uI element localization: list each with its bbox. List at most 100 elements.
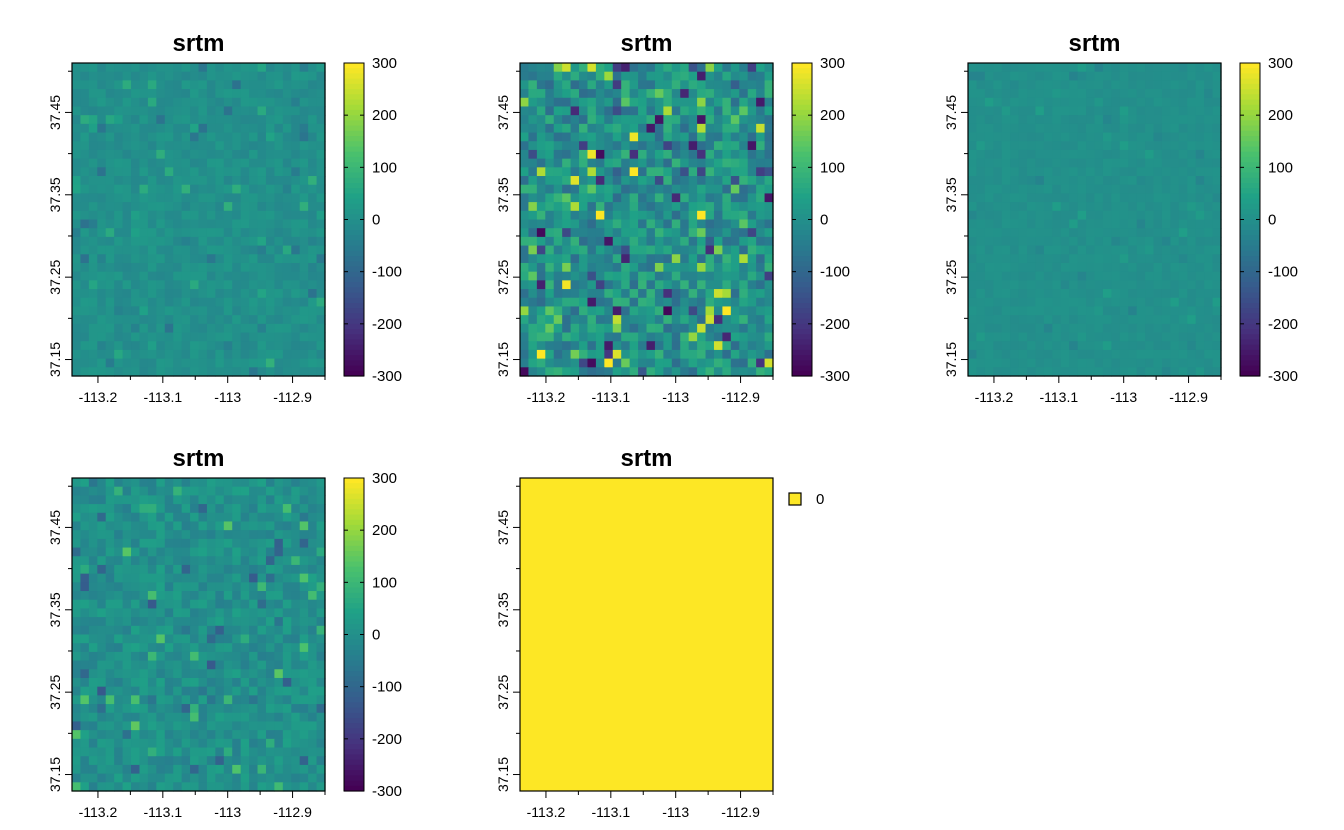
raster-cell (274, 367, 284, 377)
raster-cell (257, 262, 267, 273)
raster-cell (308, 271, 318, 281)
raster-cell (190, 271, 200, 281)
raster-cell (198, 669, 208, 679)
raster-cell (536, 115, 546, 125)
raster-cell (730, 349, 740, 360)
raster-cell (1195, 349, 1205, 360)
raster-cell (570, 106, 580, 116)
raster-cell (1043, 149, 1053, 160)
raster-cell (282, 349, 292, 360)
raster-cell (1128, 158, 1138, 168)
raster-cell (72, 315, 82, 325)
raster-cell (299, 660, 309, 670)
raster-cell (1187, 176, 1197, 186)
raster-cell (316, 599, 326, 610)
raster-cell (756, 245, 766, 255)
raster-cell (587, 106, 597, 116)
raster-cell (282, 530, 292, 540)
raster-cell (1027, 71, 1037, 81)
raster-cell (968, 262, 978, 273)
raster-cell (232, 556, 242, 566)
raster-cell (1187, 167, 1197, 177)
raster-cell (282, 773, 292, 783)
raster-cell (299, 228, 309, 238)
raster-cell (190, 495, 200, 505)
raster-cell (1212, 367, 1222, 377)
raster-cell (198, 167, 208, 177)
colorbar-gradient (344, 566, 364, 573)
raster-cell (223, 530, 233, 540)
raster-cell (1035, 106, 1045, 116)
raster-cell (638, 106, 648, 116)
raster-cell (621, 219, 631, 229)
raster-cell (80, 756, 90, 766)
raster-cell (1136, 123, 1146, 134)
raster-cell (1094, 193, 1104, 203)
raster-cell (114, 695, 124, 705)
raster-cell (629, 358, 639, 368)
raster-cell (97, 193, 107, 203)
raster-cell (291, 530, 301, 540)
colorbar-gradient (792, 109, 812, 116)
raster-cell (122, 591, 132, 601)
raster-cell (240, 358, 250, 368)
raster-cell (215, 80, 225, 90)
colorbar-gradient (1240, 229, 1260, 236)
raster-cell (697, 341, 707, 351)
raster-cell (257, 573, 267, 583)
raster-cell (80, 617, 90, 627)
raster-cell (173, 254, 183, 264)
raster-cell (139, 704, 149, 714)
raster-cell (122, 677, 132, 688)
raster-cell (722, 63, 732, 73)
raster-cell (528, 228, 538, 238)
raster-cell (80, 236, 90, 247)
raster-cell (131, 773, 141, 783)
raster-cell (232, 764, 242, 775)
raster-cell (131, 106, 141, 116)
raster-cell (257, 63, 267, 73)
raster-cell (198, 573, 208, 583)
raster-cell (1170, 115, 1180, 125)
raster-cell (299, 538, 309, 549)
raster-cell (156, 747, 166, 757)
raster-cell (232, 228, 242, 238)
raster-cell (587, 254, 597, 264)
raster-cell (257, 89, 267, 99)
raster-cell (570, 184, 580, 195)
raster-cell (316, 323, 326, 334)
raster-cell (181, 504, 191, 514)
raster-cell (553, 228, 563, 238)
raster-cell (131, 521, 141, 531)
raster-cell (72, 332, 82, 342)
colorbar-gradient (344, 323, 364, 330)
raster-cell (1128, 262, 1138, 273)
raster-cell (1170, 297, 1180, 308)
raster-cell (713, 254, 723, 264)
raster-cell (1018, 202, 1028, 212)
raster-cell (206, 556, 216, 566)
raster-cell (198, 149, 208, 160)
raster-cell (105, 756, 115, 766)
raster-cell (638, 349, 648, 360)
raster-cell (595, 323, 605, 334)
raster-cell (747, 149, 757, 160)
raster-cell (1153, 202, 1163, 212)
raster-cell (181, 271, 191, 281)
raster-cell (663, 271, 673, 281)
raster-cell (1195, 97, 1205, 108)
raster-cell (562, 210, 572, 221)
raster-cell (223, 608, 233, 618)
raster-cell (156, 141, 166, 151)
raster-cell (291, 660, 301, 670)
raster-cell (308, 495, 318, 505)
raster-cell (654, 202, 664, 212)
raster-cell (299, 478, 309, 488)
raster-cell (190, 591, 200, 601)
raster-cell (88, 236, 98, 247)
raster-cell (190, 202, 200, 212)
raster-cell (1153, 280, 1163, 290)
raster-cell (105, 228, 115, 238)
panel-title: srtm (172, 30, 224, 57)
raster-cell (265, 556, 275, 566)
